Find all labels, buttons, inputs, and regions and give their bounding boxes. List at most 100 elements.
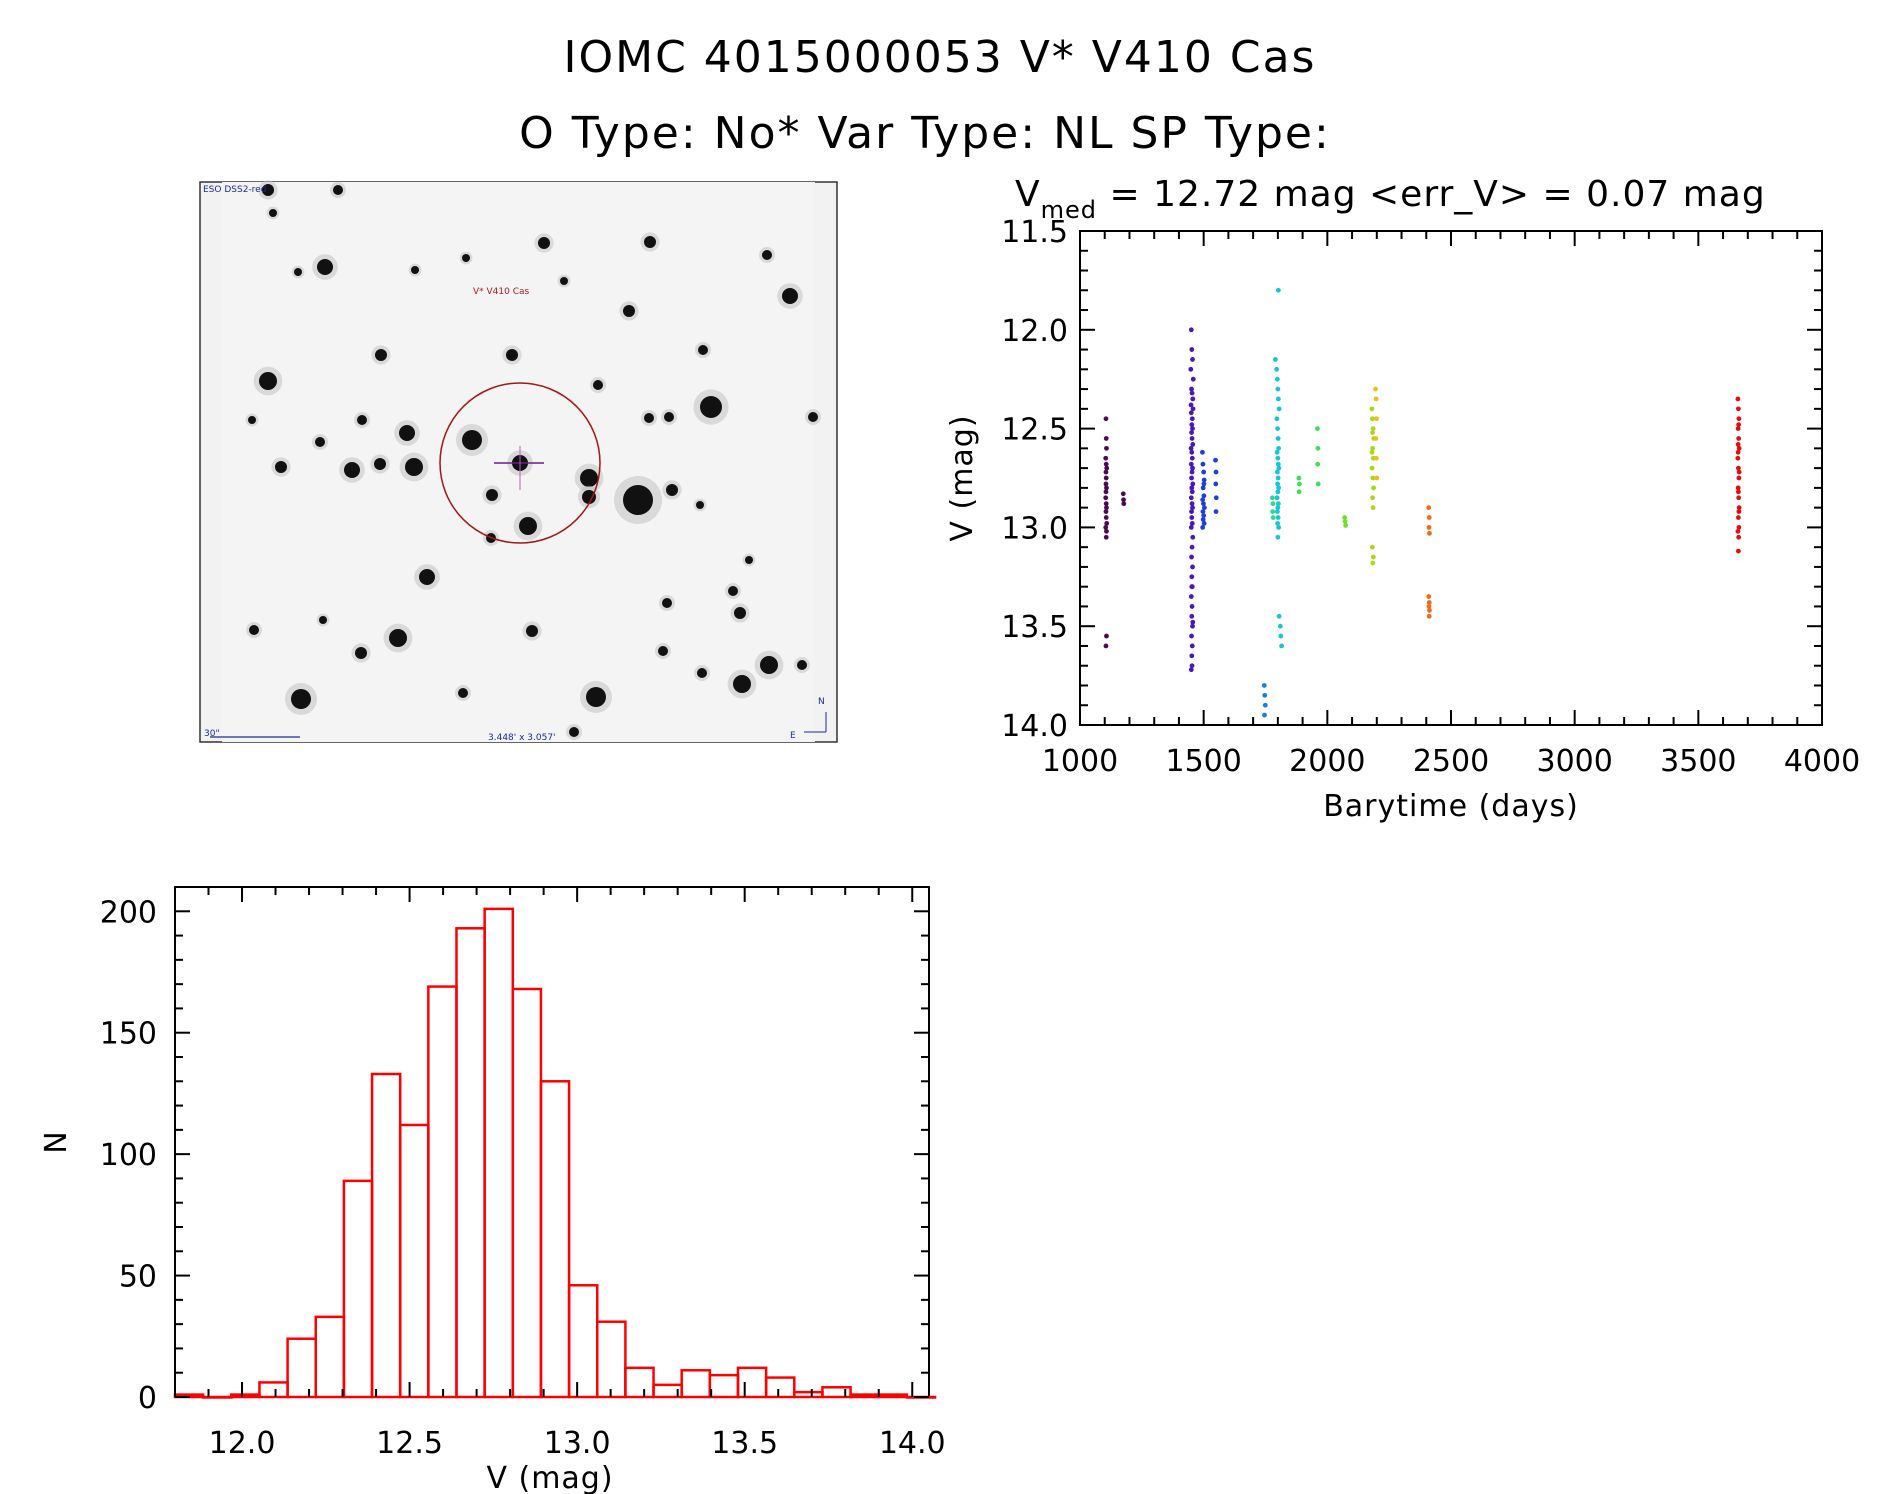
- lightcurve-point: [1103, 475, 1109, 481]
- lightcurve-point: [1370, 475, 1376, 481]
- star: [344, 462, 360, 478]
- star: [262, 184, 274, 196]
- lightcurve-point: [1189, 574, 1195, 580]
- figure-subtitle: O Type: No* Var Type: NL SP Type:: [519, 108, 1331, 159]
- histogram-xtick-label: 13.5: [711, 1426, 778, 1461]
- lightcurve-point: [1343, 523, 1349, 528]
- histogram-bar: [764, 1376, 796, 1399]
- lightcurve-point: [1373, 396, 1379, 402]
- star: [315, 437, 325, 447]
- lightcurve-point: [1270, 495, 1275, 501]
- lightcurve-xtick-label: 2000: [1289, 744, 1365, 779]
- star: [357, 415, 367, 425]
- star: [696, 501, 704, 509]
- lightcurve-xtick-label: 3500: [1660, 744, 1736, 779]
- lightcurve-point: [1189, 475, 1194, 481]
- lightcurve-point: [1426, 515, 1432, 520]
- lightcurve-point: [1189, 390, 1195, 396]
- star: [411, 266, 419, 274]
- lightcurve-point: [1277, 623, 1283, 629]
- histogram-ytick-label: 50: [119, 1260, 157, 1295]
- lightcurve-point: [1190, 376, 1196, 382]
- lightcurve-point: [1200, 461, 1206, 467]
- lightcurve-point: [1189, 515, 1195, 520]
- lightcurve-point: [1104, 528, 1109, 534]
- histogram-bar: [314, 1315, 346, 1399]
- star: [519, 517, 537, 535]
- lightcurve-panel: Vmed = 12.72 mag <err_V> = 0.07 mag 1000…: [945, 174, 1860, 824]
- histogram-bar: [680, 1369, 712, 1399]
- lightcurve-xtick-label: 3000: [1536, 744, 1612, 779]
- lightcurve-point: [1275, 501, 1281, 507]
- lightcurve-point: [1736, 416, 1742, 422]
- histogram-bar: [370, 1072, 402, 1399]
- lightcurve-point: [1190, 465, 1195, 471]
- lightcurve-point: [1427, 607, 1432, 613]
- lightcurve-point: [1189, 501, 1195, 507]
- compass-north-label: N: [818, 697, 825, 707]
- lightcurve-ytick-label: 13.5: [1001, 610, 1068, 645]
- lightcurve-point: [1213, 495, 1219, 501]
- lightcurve-point: [1275, 489, 1281, 495]
- figure-title: IOMC 4015000053 V* V410 Cas: [564, 32, 1317, 83]
- lightcurve-point: [1315, 426, 1320, 431]
- histogram-bar: [595, 1320, 627, 1399]
- histogram-ytick-label: 150: [100, 1017, 157, 1052]
- lightcurve-point: [1189, 521, 1195, 526]
- star: [582, 490, 596, 504]
- lightcurve-point: [1104, 465, 1110, 471]
- histogram-bar: [455, 927, 486, 1399]
- lightcurve-point: [1189, 436, 1195, 441]
- lightcurve-point: [1200, 485, 1206, 491]
- lightcurve-point: [1201, 513, 1207, 518]
- lightcurve-point: [1736, 406, 1741, 412]
- lightcurve-point: [1369, 544, 1375, 550]
- lightcurve-point: [1373, 386, 1378, 392]
- star: [697, 668, 707, 678]
- lightcurve-point: [1190, 505, 1195, 511]
- histogram-xlabel: V (mag): [486, 1461, 613, 1494]
- lightcurve-point: [1735, 528, 1741, 534]
- lightcurve-point: [1296, 475, 1302, 481]
- star: [389, 629, 407, 647]
- lightcurve-axes: 1000 1500 2000 2500 3000 3500 4000 11.5 12.0 12.5…: [1001, 215, 1860, 779]
- lightcurve-point: [1190, 396, 1196, 402]
- lightcurve-point: [1200, 449, 1205, 455]
- lightcurve-point: [1274, 416, 1280, 422]
- lightcurve-point: [1200, 497, 1206, 503]
- lightcurve-point: [1369, 406, 1375, 412]
- star: [526, 625, 538, 637]
- star: [698, 345, 708, 355]
- lightcurve-point: [1270, 515, 1276, 520]
- star: [623, 305, 635, 317]
- lightcurve-point: [1121, 501, 1127, 507]
- star: [644, 236, 656, 248]
- lightcurve-point: [1103, 455, 1109, 461]
- lightcurve-point: [1189, 633, 1194, 639]
- lightcurve-point: [1736, 422, 1742, 428]
- lightcurve-point: [1200, 509, 1206, 514]
- lightcurve-point: [1200, 525, 1206, 530]
- lightcurve-point: [1103, 481, 1109, 487]
- lightcurve-point: [1188, 402, 1194, 408]
- star: [586, 687, 606, 707]
- lightcurve-point: [1275, 287, 1281, 293]
- lightcurve-point: [1104, 633, 1109, 639]
- target-aperture-circle: [439, 382, 601, 544]
- lightcurve-point: [1275, 505, 1281, 511]
- lightcurve-xtick-label: 4000: [1784, 744, 1860, 779]
- lightcurve-point: [1202, 505, 1207, 511]
- star: [666, 484, 678, 496]
- star: [580, 469, 598, 487]
- lightcurve-point: [1104, 445, 1109, 451]
- lightcurve-point: [1426, 604, 1432, 609]
- lightcurve-point: [1736, 445, 1742, 451]
- lightcurve-point: [1103, 495, 1109, 501]
- histogram-bar: [342, 1179, 374, 1399]
- lightcurve-point: [1275, 426, 1281, 431]
- lightcurve-point: [1373, 455, 1379, 461]
- lightcurve-point: [1104, 505, 1109, 511]
- lightcurve-point: [1374, 475, 1380, 481]
- lightcurve-xlabel: Barytime (days): [1323, 789, 1579, 824]
- lightcurve-point: [1369, 416, 1375, 422]
